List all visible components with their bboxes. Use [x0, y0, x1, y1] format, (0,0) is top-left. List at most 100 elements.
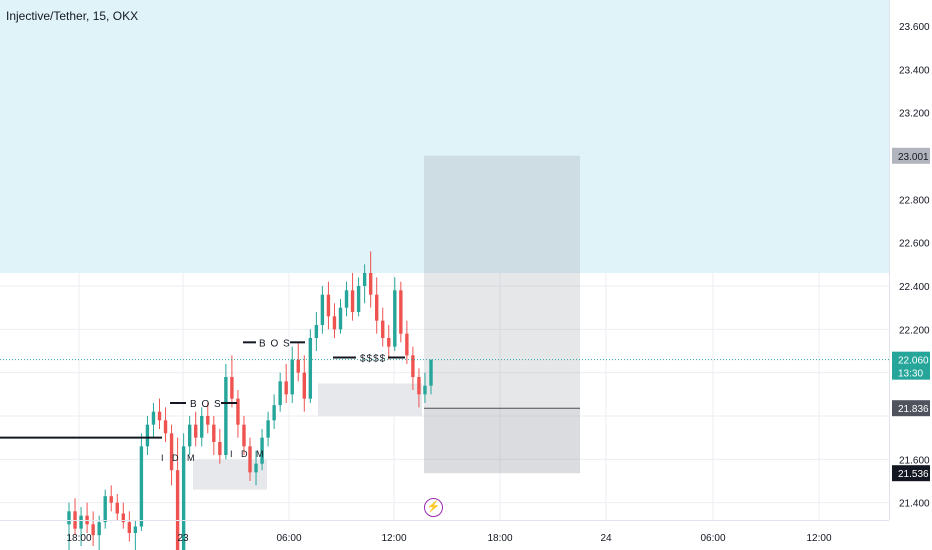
candle [85, 502, 89, 533]
candle [290, 346, 294, 403]
time-tick-label: 18:00 [66, 533, 91, 544]
candle [230, 355, 234, 408]
candle [163, 407, 168, 442]
candle-body [393, 290, 397, 347]
candle [218, 429, 222, 464]
candle-body [344, 290, 349, 308]
price-tick-label: 23.200 [899, 109, 930, 120]
time-tick-label: 06:00 [276, 533, 301, 544]
candle-body [157, 411, 162, 421]
price-axis[interactable]: 23.600 23.400 23.200 22.800 22.600 22.400 22.2… [892, 22, 930, 510]
candle-body [320, 294, 325, 325]
candle-body [368, 273, 373, 295]
candle-body [302, 372, 306, 399]
candle [181, 433, 186, 550]
candle [356, 277, 361, 317]
candle-body [121, 513, 125, 523]
candle [109, 485, 113, 512]
candle-body [356, 286, 361, 312]
candle-body [109, 496, 113, 503]
candle [417, 368, 421, 408]
candle-body [254, 463, 258, 473]
candle [326, 281, 331, 330]
candle [338, 299, 343, 334]
candle [381, 307, 385, 347]
lightning-icon[interactable]: ⚡ [424, 498, 443, 517]
candle [429, 359, 433, 395]
candle-body [326, 294, 331, 317]
candle-body [230, 377, 234, 399]
candle-body [97, 522, 101, 536]
candle [308, 329, 313, 403]
candle-body [181, 446, 186, 550]
candle [139, 433, 144, 531]
bos-label: B O S [259, 338, 291, 349]
time-axis-separator [0, 520, 889, 521]
chart-title: Injective/Tether, 15, OKX [6, 9, 139, 23]
candle [187, 416, 192, 455]
candle [314, 312, 319, 351]
candle-body [266, 420, 270, 438]
candle [302, 355, 306, 412]
candle-body [103, 496, 107, 523]
bos-label: B O S [190, 399, 222, 410]
price-tick-label: 22.600 [899, 239, 930, 250]
candle [157, 398, 162, 429]
candle [344, 281, 349, 317]
candle-body [242, 424, 246, 447]
price-tick-label: 23.400 [899, 65, 930, 76]
candle [242, 416, 246, 455]
candle-body [200, 416, 204, 438]
chart-overlays: B O S B O S I D M I D M $$$$ [0, 338, 889, 463]
candle [121, 502, 125, 529]
candle-body [91, 524, 95, 536]
candle [320, 286, 325, 334]
candle-body [115, 502, 119, 514]
candle-body [417, 377, 421, 395]
order-block-box [318, 383, 422, 416]
candle-body [308, 338, 313, 399]
candle [278, 372, 282, 412]
candle-body [79, 515, 83, 529]
candle-body [139, 446, 144, 527]
candle [200, 407, 204, 447]
last-price-label-bg [892, 351, 930, 380]
candle-body [405, 333, 409, 356]
candle-body [127, 522, 132, 533]
time-axis[interactable]: 18:00 23 06:00 12:00 18:00 24 06:00 12:00 [66, 533, 831, 544]
candle [393, 277, 397, 351]
candle [284, 364, 288, 403]
candle-body [212, 424, 216, 442]
candle [194, 411, 198, 447]
candle [212, 416, 216, 455]
candle-body [206, 416, 210, 425]
time-tick-label: 18:00 [487, 533, 512, 544]
stop-price-label-bg [892, 465, 930, 482]
time-tick-label: 23 [177, 533, 189, 544]
candle [423, 372, 427, 403]
entry-price-label: 21.836 [898, 404, 929, 415]
candle [151, 403, 156, 438]
candle [411, 346, 415, 390]
candle-body [163, 420, 168, 434]
candle-body [224, 377, 228, 455]
candle [206, 403, 210, 434]
time-tick-label: 12:00 [806, 533, 831, 544]
candle [332, 303, 337, 338]
candlestick-series [67, 251, 433, 550]
price-tick-label: 22.200 [899, 325, 930, 336]
candle [260, 429, 264, 471]
time-tick-label: 24 [600, 533, 612, 544]
candle [399, 281, 403, 343]
candle-body [218, 442, 222, 455]
entry-price-label-bg [892, 400, 930, 417]
candle [97, 515, 101, 550]
candle-body [284, 381, 288, 395]
price-axis-separator [889, 0, 890, 520]
candle-body [314, 325, 319, 338]
candle [103, 489, 107, 529]
candle-body [290, 359, 294, 395]
candle-body [411, 355, 415, 377]
candle-body [175, 470, 180, 550]
